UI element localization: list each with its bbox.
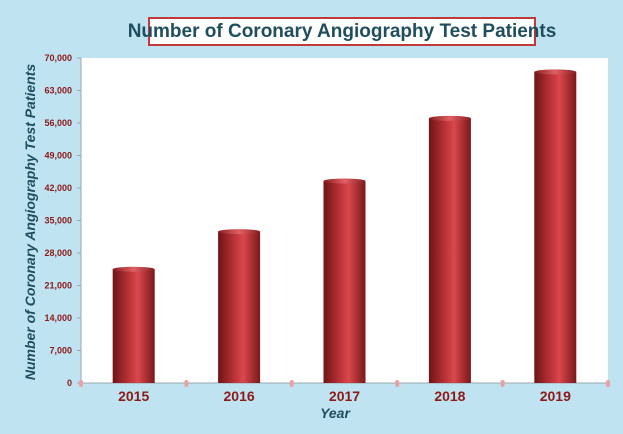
bar-2017 — [323, 181, 366, 383]
x-tick-label: 2018 — [434, 388, 465, 404]
y-tick-label: 7,000 — [49, 346, 72, 356]
y-tick-label: 21,000 — [44, 281, 72, 291]
bar-2019 — [534, 71, 577, 383]
x-tick-mark — [79, 380, 83, 387]
x-tick-label: 2016 — [224, 388, 255, 404]
bar-2018 — [428, 118, 471, 383]
y-tick-label: 28,000 — [44, 248, 72, 258]
bar-cap-2017 — [323, 178, 366, 184]
x-axis-title: Year — [320, 405, 351, 421]
y-tick-label: 35,000 — [44, 216, 72, 226]
chart-title: Number of Coronary Angiography Test Pati… — [128, 17, 556, 46]
bar-cap-2019 — [534, 69, 577, 75]
y-tick-label: 42,000 — [44, 183, 72, 193]
x-tick-mark — [289, 380, 294, 387]
y-tick-label: 14,000 — [44, 313, 72, 323]
y-tick-label: 70,000 — [44, 53, 72, 63]
y-tick-label: 0 — [67, 378, 72, 388]
bar-cap-2016 — [218, 229, 261, 235]
bar-2016 — [218, 231, 261, 383]
y-tick-label: 56,000 — [44, 118, 72, 128]
bar-cap-2015 — [112, 266, 155, 272]
y-tick-label: 63,000 — [44, 86, 72, 96]
y-axis-title: Number of Coronary Angiography Test Pati… — [22, 64, 38, 381]
bar-2015 — [112, 269, 155, 383]
x-tick-label: 2015 — [118, 388, 149, 404]
x-tick-label: 2019 — [540, 388, 571, 404]
x-tick-mark — [184, 380, 189, 387]
x-tick-mark — [395, 380, 400, 387]
x-tick-mark — [606, 380, 610, 387]
y-tick-label: 49,000 — [44, 151, 72, 161]
x-tick-mark — [500, 380, 505, 387]
bar-cap-2018 — [428, 115, 471, 121]
x-tick-label: 2017 — [329, 388, 360, 404]
